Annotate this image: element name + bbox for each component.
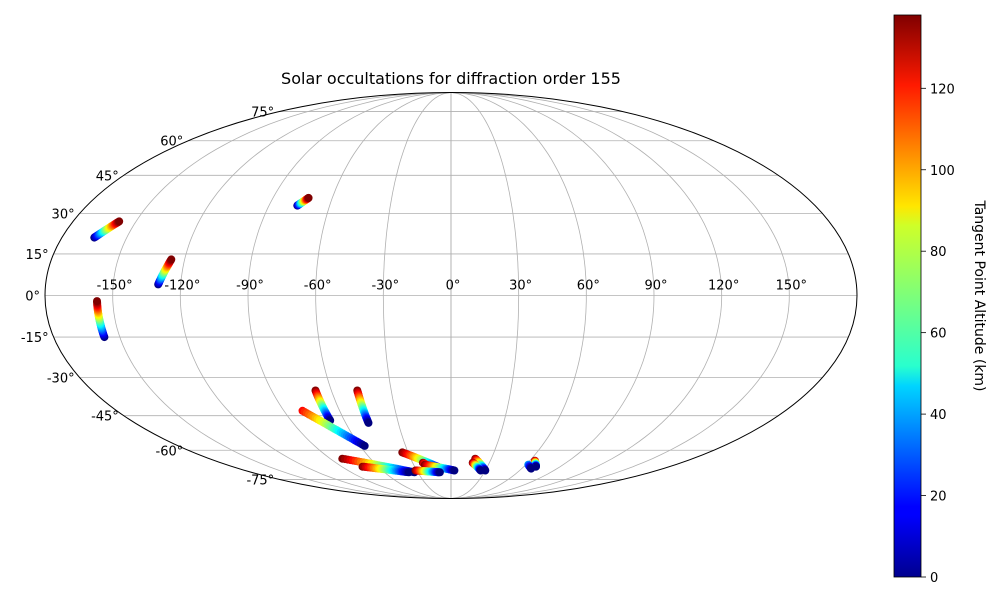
- occultation-point: [304, 193, 313, 202]
- lon-tick-label: 30°: [509, 279, 532, 294]
- latitude-tick-labels: 75° 60° 45° 30° 15° 0° -15° -30° -45° -60° -75°: [21, 106, 274, 489]
- lat-tick-label: 15°: [26, 248, 49, 263]
- lat-tick-label: 75°: [251, 106, 274, 121]
- colorbar-tick-label: 80: [930, 245, 947, 260]
- occultation-point: [450, 466, 459, 475]
- colorbar-label: Tangent Point Altitude (km): [971, 199, 987, 391]
- colorbar-tick-label: 20: [930, 490, 947, 505]
- colorbar-ticks: 0 20 40 60 80 100 120: [921, 82, 955, 586]
- occultation-point: [364, 418, 373, 427]
- colorbar: [893, 14, 922, 578]
- lon-tick-label: 120°: [708, 279, 739, 294]
- colorbar-tick-label: 40: [930, 408, 947, 423]
- occultation-point: [404, 468, 413, 477]
- lat-tick-label: -60°: [156, 444, 184, 459]
- lon-tick-label: 150°: [776, 279, 807, 294]
- colorbar-tick-label: 120: [930, 82, 955, 97]
- chart-title: Solar occultations for diffraction order…: [281, 69, 621, 88]
- longitude-tick-labels: -150° -120° -90° -60° -30° 0° 30° 60° 90° 120° 150…: [97, 279, 807, 294]
- lat-tick-label: -75°: [246, 473, 274, 488]
- occultation-point: [435, 468, 444, 477]
- lat-tick-label: 60°: [160, 135, 183, 150]
- colorbar-tick-label: 100: [930, 164, 955, 179]
- lat-tick-label: -15°: [21, 331, 49, 346]
- lat-tick-label: -30°: [47, 372, 75, 387]
- occultation-points: [90, 193, 540, 477]
- colorbar-tick-label: 60: [930, 327, 947, 342]
- occultation-point: [167, 255, 176, 264]
- occultation-point: [93, 297, 101, 306]
- occultation-point: [360, 441, 369, 450]
- colorbar-tick-label: 0: [930, 571, 938, 586]
- occultation-point: [476, 466, 485, 475]
- occultation-point: [527, 464, 536, 473]
- lon-tick-label: -60°: [304, 279, 332, 294]
- lat-tick-label: 30°: [52, 207, 75, 222]
- lon-tick-label: -30°: [371, 279, 399, 294]
- lat-tick-label: 45°: [96, 169, 119, 184]
- lat-tick-label: -45°: [91, 410, 119, 425]
- lon-tick-label: 60°: [577, 279, 600, 294]
- lon-tick-label: 90°: [644, 279, 667, 294]
- lon-tick-label: -150°: [97, 279, 133, 294]
- lon-tick-label: -120°: [164, 279, 200, 294]
- lon-tick-label: -90°: [236, 279, 264, 294]
- lon-tick-label: 0°: [446, 279, 461, 294]
- map-boundary: [44, 92, 858, 499]
- map-graticule: [45, 92, 857, 499]
- lat-tick-label: 0°: [25, 290, 40, 305]
- occultation-point: [115, 217, 124, 226]
